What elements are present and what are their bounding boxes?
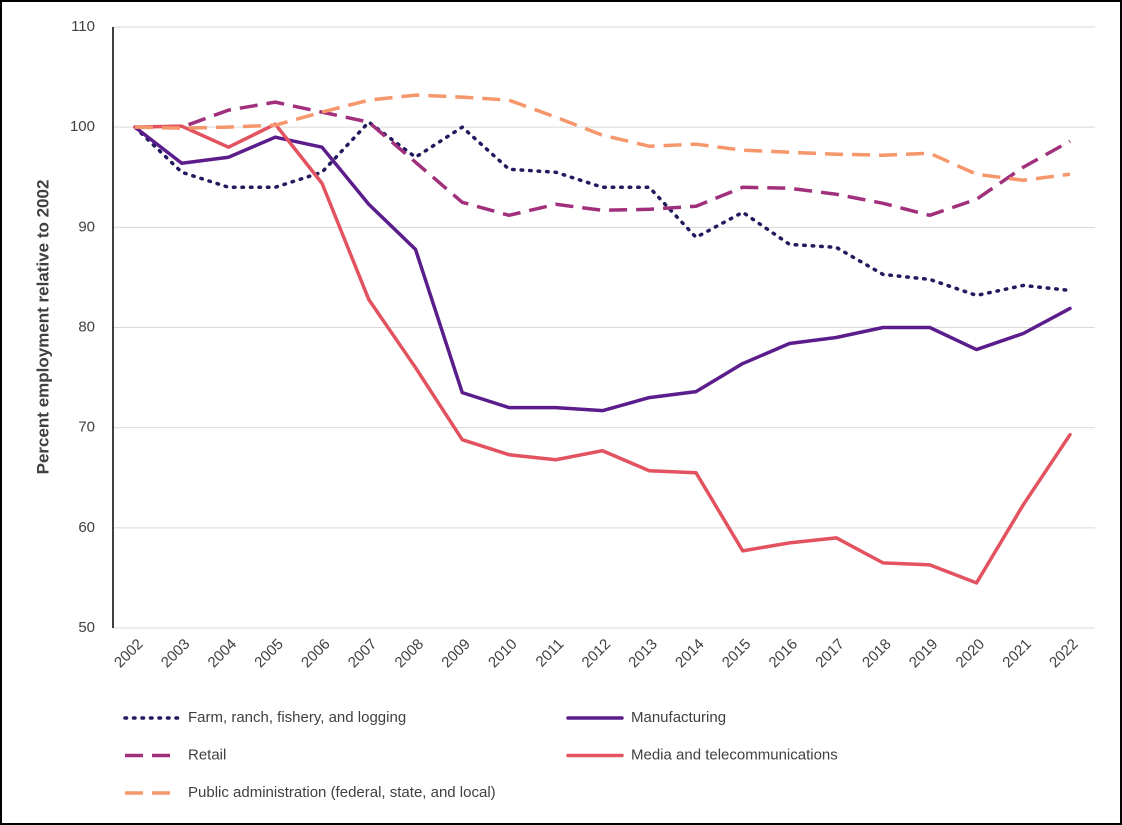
series-line bbox=[133, 125, 1072, 413]
series-line bbox=[134, 93, 1071, 183]
y-tick-label: 50 bbox=[78, 619, 95, 636]
series-line bbox=[135, 100, 1071, 218]
y-tick-label: 80 bbox=[78, 318, 95, 335]
series-line bbox=[133, 122, 1072, 585]
legend-label: Manufacturing bbox=[631, 709, 726, 726]
legend-label: Public administration (federal, state, a… bbox=[188, 784, 496, 801]
y-tick-label: 90 bbox=[78, 218, 95, 235]
y-axis-label: Percent employment relative to 2002 bbox=[33, 180, 52, 475]
y-tick-label: 60 bbox=[78, 519, 95, 536]
series-line bbox=[133, 120, 1072, 298]
legend-label: Media and telecommunications bbox=[631, 746, 838, 763]
y-tick-label: 100 bbox=[70, 118, 95, 135]
y-tick-label: 70 bbox=[78, 419, 95, 436]
y-tick-label: 110 bbox=[71, 18, 95, 35]
legend-label: Farm, ranch, fishery, and logging bbox=[188, 709, 406, 726]
legend-label: Retail bbox=[188, 746, 226, 763]
